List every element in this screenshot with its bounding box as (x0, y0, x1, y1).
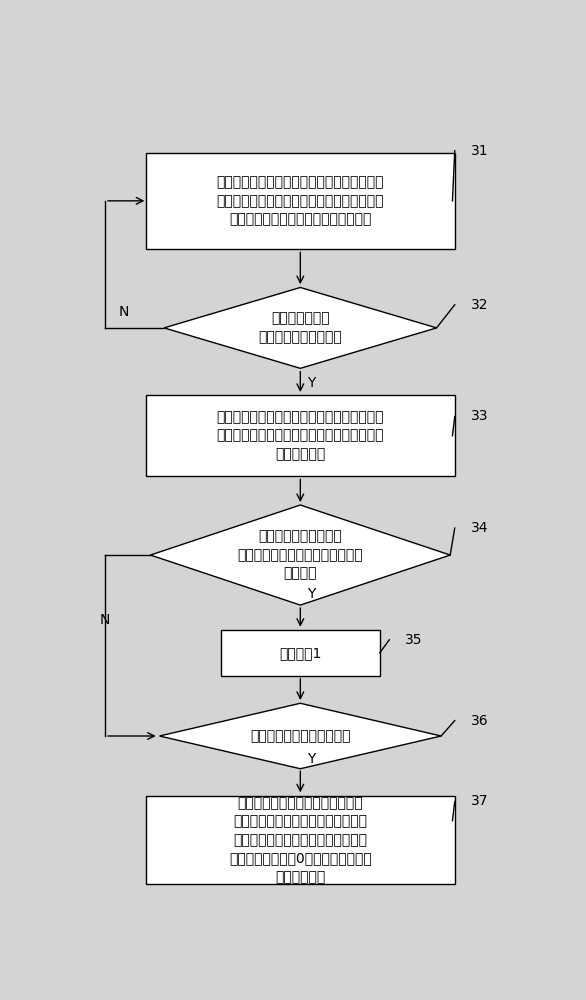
Polygon shape (159, 703, 441, 769)
Text: 36: 36 (471, 714, 488, 728)
Text: 31: 31 (471, 144, 488, 158)
Text: Y: Y (307, 587, 315, 601)
Text: N: N (100, 613, 110, 628)
FancyBboxPatch shape (146, 796, 455, 884)
Text: 计数器加1: 计数器加1 (279, 646, 322, 660)
Text: N: N (118, 305, 129, 319)
Text: 检测到暂停指令或清零指令: 检测到暂停指令或清零指令 (250, 729, 350, 743)
Text: 当检测到暂停指令时，计数暂时中
止，计数值固定不变，并等待接收计
数指令；当检测到清零指令时，计数
终止，计数值变为0，并开始新一轮的
仰卧起坐计数: 当检测到暂停指令时，计数暂时中 止，计数值固定不变，并等待接收计 数指令；当检测… (229, 796, 372, 884)
Polygon shape (164, 287, 437, 368)
Text: 35: 35 (405, 633, 423, 647)
Text: 将智能手机置于被测用户身体侧边，且智能手
机上的摄像头打开并对准人侧脸和上半身，捕
获被测用户在做仰卧起坐时的视频图像: 将智能手机置于被测用户身体侧边，且智能手 机上的摄像头打开并对准人侧脸和上半身，… (217, 175, 384, 226)
Text: 37: 37 (471, 794, 488, 808)
Text: 33: 33 (471, 409, 488, 423)
Text: 监测所述监测线的运动
轨迹，判断被测用户是否完成一次
仰卧起坐: 监测所述监测线的运动 轨迹，判断被测用户是否完成一次 仰卧起坐 (237, 530, 363, 580)
FancyBboxPatch shape (146, 153, 455, 249)
Text: 32: 32 (471, 298, 488, 312)
Text: 获取所述视频图像中人侧脸与上半身的轮廓，
在所述轮廓中定义一条监测线，该监测线由多
个监测点组成: 获取所述视频图像中人侧脸与上半身的轮廓， 在所述轮廓中定义一条监测线，该监测线由… (217, 410, 384, 461)
Text: 检测视频图像中
是否有人侧脸与上半身: 检测视频图像中 是否有人侧脸与上半身 (258, 312, 342, 344)
Text: 34: 34 (471, 521, 488, 535)
Text: Y: Y (307, 376, 315, 390)
FancyBboxPatch shape (221, 630, 380, 676)
FancyBboxPatch shape (146, 395, 455, 476)
Polygon shape (151, 505, 450, 605)
Text: Y: Y (307, 752, 315, 766)
